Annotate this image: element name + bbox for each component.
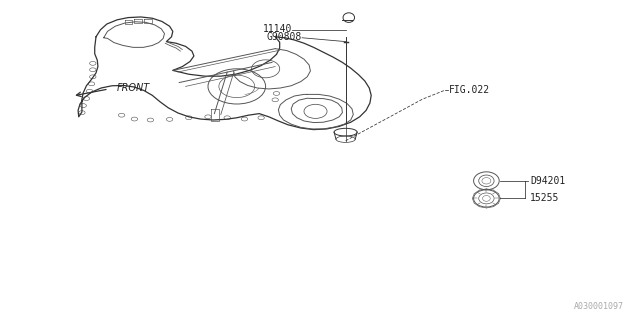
Text: G90808: G90808 <box>267 32 302 42</box>
Text: 11140: 11140 <box>262 24 292 35</box>
Text: FRONT: FRONT <box>116 83 150 93</box>
Text: FIG.022: FIG.022 <box>449 84 490 95</box>
Text: D94201: D94201 <box>530 176 565 186</box>
Text: A030001097: A030001097 <box>574 302 624 311</box>
Text: 15255: 15255 <box>530 193 559 204</box>
